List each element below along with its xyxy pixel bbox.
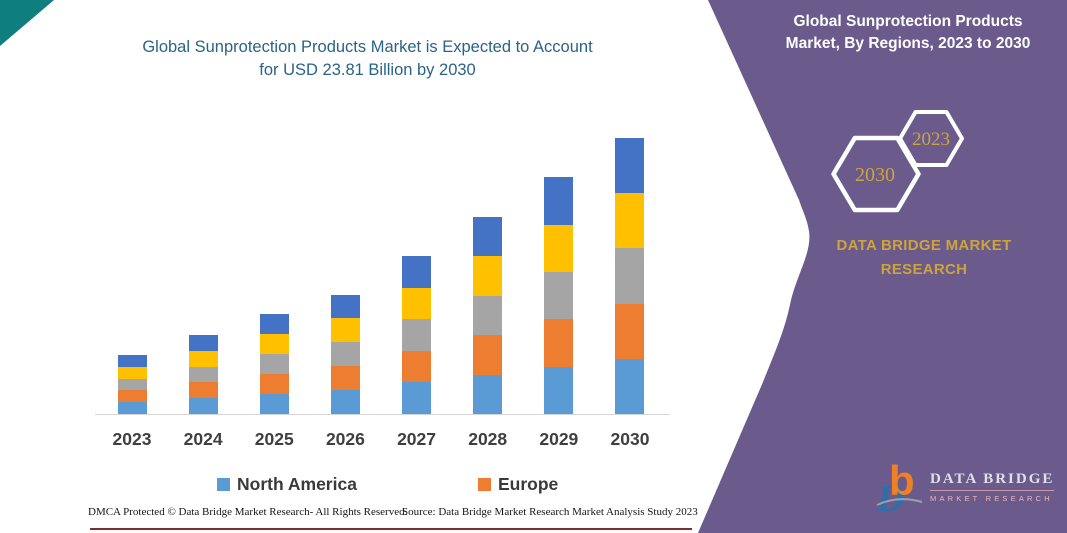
hexagon-2030 [831, 135, 921, 213]
bar-segment-unlabeled-gray [402, 319, 432, 351]
bar-segment-unlabeled-darkblue [259, 314, 289, 335]
bar-segment-europe [330, 366, 360, 391]
bar-segment-unlabeled-darkblue [117, 354, 147, 367]
bar-2025 [259, 314, 289, 414]
bar-segment-europe [615, 303, 645, 359]
bar-segment-unlabeled-darkblue [473, 216, 503, 257]
bar-segment-unlabeled-darkblue [330, 294, 360, 319]
bar-2024 [188, 335, 218, 414]
bar-segment-unlabeled-gray [544, 272, 574, 320]
legend-item-north-america: North America [217, 474, 357, 495]
hexagon-2023 [898, 110, 964, 167]
bar-segment-north-america [473, 374, 503, 414]
bar-segment-north-america [330, 390, 360, 414]
bar-segment-unlabeled-gray [473, 295, 503, 336]
panel-title-line1: Global Sunprotection Products [793, 13, 1023, 30]
legend-swatch-europe [478, 478, 491, 491]
x-axis-label-2029: 2029 [539, 429, 579, 449]
chart-title: Global Sunprotection Products Market is … [85, 36, 650, 82]
hexagon-2030-label: 2030 [855, 164, 895, 186]
dbmr-logo: D b DATA BRIDGE MARKET RESEARCH [876, 458, 1055, 516]
bar-2026 [330, 294, 360, 414]
bar-segment-unlabeled-yellow [544, 224, 574, 273]
dbmr-logo-mark-icon: D b [876, 458, 923, 516]
bar-2023 [117, 354, 147, 414]
logo-text: DATA BRIDGE MARKET RESEARCH [930, 471, 1055, 503]
bar-segment-unlabeled-darkblue [188, 335, 218, 351]
hexagon-graphic: 2030 2023 [831, 110, 964, 213]
x-axis-label-2027: 2027 [397, 429, 437, 449]
bar-2028 [473, 216, 503, 414]
corner-triangle-decoration [0, 0, 54, 46]
bar-segment-north-america [259, 394, 289, 414]
bar-segment-europe [544, 319, 574, 367]
brand-name-line1: DATA BRIDGE MARKET [836, 237, 1012, 254]
bar-segment-unlabeled-darkblue [544, 177, 574, 225]
panel-title: Global Sunprotection Products Market, By… [770, 11, 1046, 55]
bar-segment-europe [473, 335, 503, 375]
bar-segment-unlabeled-darkblue [402, 256, 432, 288]
bar-segment-unlabeled-gray [615, 248, 645, 304]
bar-segment-europe [117, 390, 147, 403]
logo-tagline: MARKET RESEARCH [930, 494, 1053, 503]
x-axis-label-2023: 2023 [112, 429, 152, 449]
hexagon-2023-label: 2023 [912, 129, 950, 150]
x-axis-label-2028: 2028 [468, 429, 508, 449]
logo-letter-b: b [889, 458, 915, 504]
bar-segment-europe [402, 350, 432, 383]
bar-segment-unlabeled-gray [259, 354, 289, 375]
brand-name-line2: RESEARCH [880, 261, 968, 278]
chart-title-line1: Global Sunprotection Products Market is … [142, 38, 593, 56]
bar-segment-north-america [117, 402, 147, 414]
legend-swatch-north-america [217, 478, 230, 491]
bar-segment-unlabeled-yellow [188, 350, 218, 367]
x-axis-label-2024: 2024 [183, 429, 223, 449]
bar-2027 [402, 256, 432, 414]
legend-item-europe: Europe [478, 474, 558, 495]
bar-segment-unlabeled-yellow [615, 193, 645, 249]
panel-title-line2: Market, By Regions, 2023 to 2030 [785, 35, 1031, 52]
source-text: Source: Data Bridge Market Research Mark… [402, 506, 698, 518]
bar-segment-unlabeled-yellow [473, 256, 503, 296]
purple-panel-path [698, 0, 1067, 533]
bottom-rule-decoration [90, 528, 692, 530]
bar-segment-north-america [544, 366, 574, 414]
logo-swoosh [876, 498, 923, 506]
legend-label: Europe [498, 474, 559, 494]
brand-name: DATA BRIDGE MARKET RESEARCH [833, 234, 1015, 282]
purple-panel [698, 0, 1067, 533]
legend-label: North America [237, 474, 357, 494]
bar-segment-unlabeled-gray [330, 342, 360, 367]
bar-segment-north-america [188, 398, 218, 414]
bar-segment-north-america [402, 382, 432, 414]
logo-name: DATA BRIDGE [930, 471, 1055, 491]
bar-2029 [544, 177, 574, 414]
logo-letter-d: D [876, 478, 904, 516]
x-axis-label-2026: 2026 [325, 429, 365, 449]
bar-segment-north-america [615, 358, 645, 414]
bar-segment-unlabeled-gray [117, 378, 147, 391]
dmca-text: DMCA Protected © Data Bridge Market Rese… [88, 506, 408, 518]
bar-segment-unlabeled-yellow [117, 366, 147, 379]
bar-segment-unlabeled-darkblue [615, 137, 645, 194]
x-axis-label-2030: 2030 [610, 429, 650, 449]
bar-segment-unlabeled-yellow [402, 287, 432, 320]
x-axis-label-2025: 2025 [254, 429, 294, 449]
bar-segment-unlabeled-yellow [330, 318, 360, 343]
bar-2030 [615, 137, 645, 414]
bar-segment-europe [259, 374, 289, 395]
stacked-bar-plot [95, 95, 670, 414]
bar-segment-unlabeled-yellow [259, 334, 289, 355]
chart-title-line2: for USD 23.81 Billion by 2030 [259, 61, 476, 79]
x-axis-line [95, 414, 670, 415]
bar-segment-europe [188, 382, 218, 399]
bar-segment-unlabeled-gray [188, 366, 218, 383]
